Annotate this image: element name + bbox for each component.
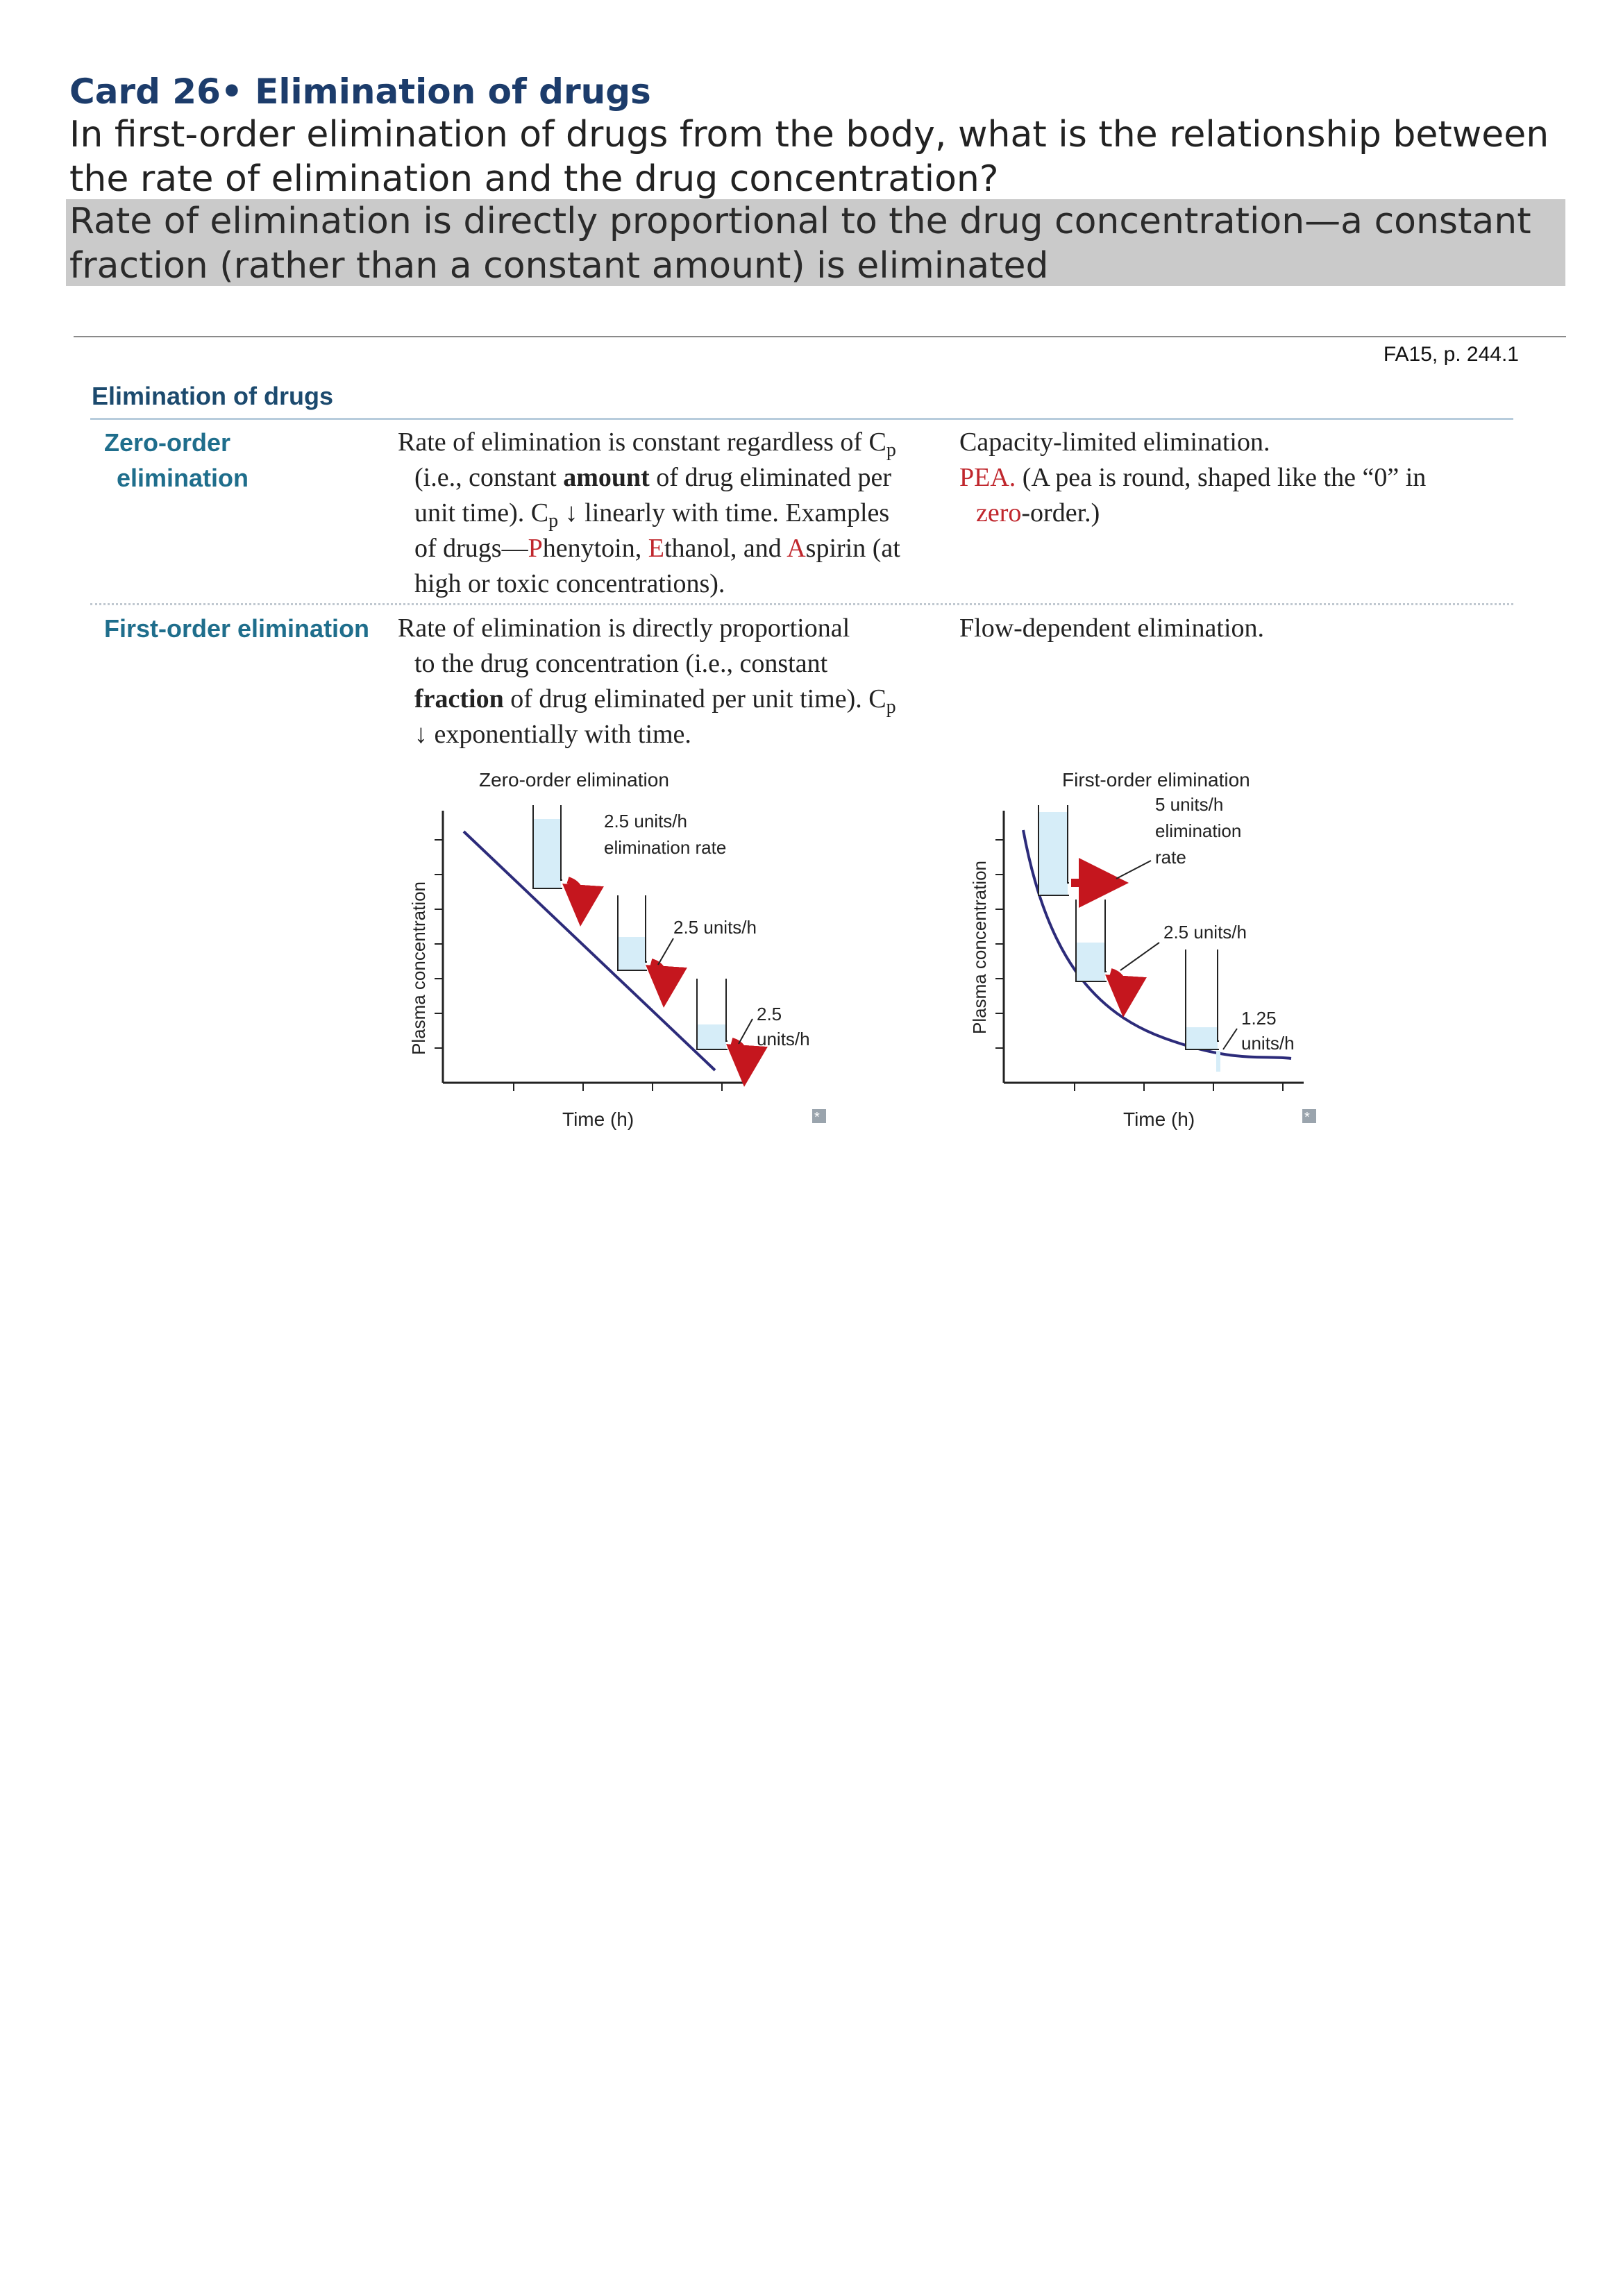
container-1 [1038, 805, 1069, 896]
page-reference: FA15, p. 244.1 [1383, 343, 1519, 366]
elimination-arrow [562, 877, 604, 927]
answer-box: Rate of elimination is directly proporti… [66, 199, 1565, 287]
zero-order-label-line1: Zero-order [104, 428, 231, 457]
chart-title: Zero-order elimination [479, 769, 669, 791]
y-axis-label: Plasma concentration [408, 881, 429, 1055]
leader-line [738, 1018, 753, 1045]
rate-annotation: elimination [1155, 820, 1241, 841]
row-divider [90, 603, 1513, 605]
section-rule [90, 418, 1513, 420]
rate-annotation: units/h [1241, 1033, 1295, 1054]
first-order-label: First-order elimination [104, 614, 370, 643]
container-2 [617, 895, 647, 971]
container-1 [532, 805, 562, 889]
rate-annotation: units/h [757, 1029, 810, 1049]
rate-annotation: 2.5 [757, 1004, 782, 1024]
drip [1216, 1051, 1220, 1072]
zero-order-chart: Zero-order elimination Plasma concentrat… [408, 769, 826, 1130]
card-title: Card 26• Elimination of drugs [69, 71, 651, 112]
down-arrow-icon: ↓ [564, 498, 578, 527]
mnemonic-pea: PEA. [959, 463, 1016, 492]
section-title: Elimination of drugs [92, 382, 333, 410]
rate-annotation: 1.25 [1241, 1008, 1277, 1029]
y-ticks [995, 839, 1004, 1049]
container-3 [696, 979, 728, 1050]
svg-text:*: * [814, 1110, 820, 1125]
first-order-chart: First-order elimination Plasma concentra… [969, 769, 1316, 1130]
rate-annotation: 2.5 units/h [673, 917, 757, 938]
zero-order-description: Rate of elimination is constant regardle… [398, 428, 900, 598]
leader-line [657, 938, 674, 965]
zoom-icon[interactable]: * [812, 1109, 826, 1125]
concentration-line [462, 830, 716, 1072]
rate-annotation: rate [1155, 847, 1186, 868]
x-ticks [513, 1083, 723, 1091]
rate-annotation: elimination rate [604, 837, 726, 858]
elimination-arrow [726, 1038, 768, 1087]
leader-line [1116, 860, 1152, 879]
divider [74, 336, 1566, 337]
zero-order-note: Capacity-limited elimination. PEA. (A pe… [959, 428, 1427, 527]
elimination-arrow [646, 959, 687, 1008]
leader-line [1120, 942, 1160, 971]
rate-annotation: 2.5 units/h [604, 811, 687, 832]
y-axis-label: Plasma concentration [969, 861, 990, 1034]
x-ticks [1074, 1083, 1284, 1091]
leader-line [1222, 1028, 1238, 1050]
x-axis-label: Time (h) [562, 1108, 634, 1130]
down-arrow-icon: ↓ [414, 720, 428, 749]
y-ticks [435, 839, 443, 1049]
zoom-icon[interactable]: * [1302, 1109, 1316, 1125]
first-order-description: Rate of elimination is directly proporti… [398, 614, 896, 749]
rate-annotation: 5 units/h [1155, 794, 1223, 815]
first-order-note: Flow-dependent elimination. [959, 614, 1265, 643]
elimination-arrow [1105, 968, 1147, 1018]
container-3 [1185, 949, 1219, 1050]
x-axis-label: Time (h) [1123, 1108, 1195, 1130]
concentration-curve [1022, 829, 1292, 1060]
container-2 [1075, 900, 1107, 982]
svg-text:*: * [1304, 1110, 1310, 1125]
rate-annotation: 2.5 units/h [1163, 922, 1247, 943]
zero-order-label: Zero-order elimination [104, 425, 249, 496]
question-text: In first-order elimination of drugs from… [69, 114, 1549, 200]
zero-order-label-line2: elimination [117, 464, 249, 492]
chart-title: First-order elimination [1062, 769, 1250, 791]
